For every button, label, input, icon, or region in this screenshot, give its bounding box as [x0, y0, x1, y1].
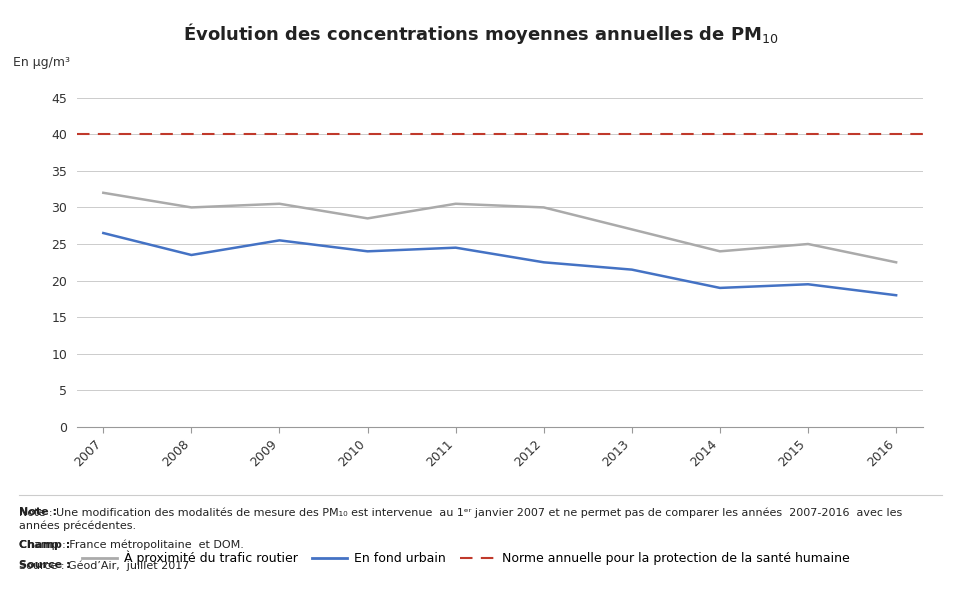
Text: Source :: Source : [19, 560, 71, 570]
Text: En µg/m³: En µg/m³ [13, 56, 70, 69]
Text: Évolution des concentrations moyennes annuelles de PM$_{10}$: Évolution des concentrations moyennes an… [183, 21, 778, 46]
Text: Note : Une modification des modalités de mesure des PM₁₀ est intervenue  au 1ᵉʳ : Note : Une modification des modalités de… [19, 507, 902, 531]
Text: Champ :: Champ : [19, 540, 70, 550]
Legend: À proximité du trafic routier, En fond urbain, Norme annuelle pour la protection: À proximité du trafic routier, En fond u… [83, 551, 850, 565]
Text: Champ : France métropolitaine  et DOM.: Champ : France métropolitaine et DOM. [19, 540, 244, 550]
Text: Note :: Note : [19, 507, 58, 517]
Text: Source : Géod’Air,  juillet 2017: Source : Géod’Air, juillet 2017 [19, 560, 189, 571]
